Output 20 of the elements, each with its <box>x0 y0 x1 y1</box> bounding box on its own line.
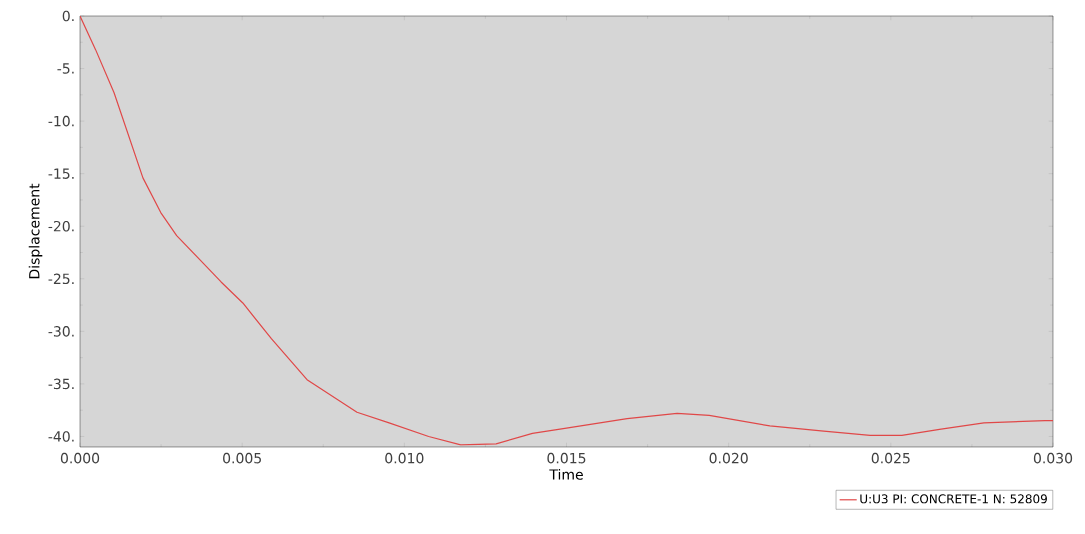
y-tick-label: -15. <box>48 168 74 179</box>
y-tick-label: -25. <box>48 273 74 285</box>
line-series <box>80 15 1053 446</box>
y-axis-title: Displacement <box>28 183 43 279</box>
x-tick-label: 0.020 <box>709 452 748 464</box>
y-tick-label: -35. <box>48 378 74 390</box>
y-tick-label: -5. <box>57 63 74 74</box>
x-tick-label: 0.000 <box>60 452 100 464</box>
y-tick-label: -30. <box>48 326 74 337</box>
x-tick-label: 0.015 <box>547 452 586 464</box>
y-tick-label: 0. <box>62 10 74 22</box>
legend-label: U:U3 PI: CONCRETE-1 N: 52809 <box>860 494 1047 504</box>
y-tick-label: -40. <box>48 431 74 442</box>
x-tick-label: 0.025 <box>871 452 910 464</box>
y-tick-label: -10. <box>48 115 74 127</box>
x-tick-label: 0.010 <box>385 452 424 464</box>
x-axis-title: Time <box>549 468 583 480</box>
y-tick-label: -20. <box>48 220 74 232</box>
x-tick-label: 0.005 <box>223 452 261 464</box>
x-tick-label: 0.030 <box>1033 452 1073 464</box>
